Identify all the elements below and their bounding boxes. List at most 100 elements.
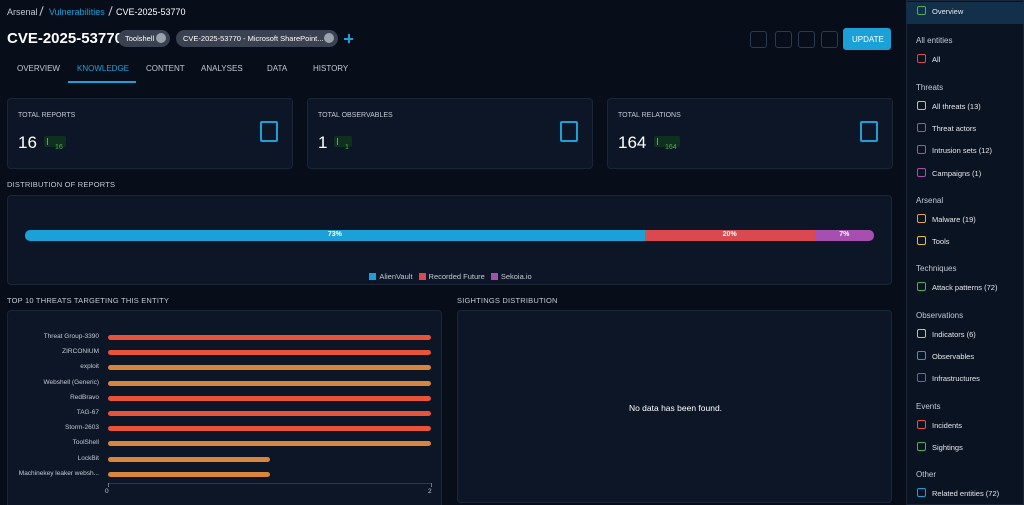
sidebar-item[interactable]: Indicators (6) <box>932 329 976 339</box>
sidebar-item[interactable]: Attack patterns (72) <box>932 283 998 293</box>
bar-segment: 7% <box>814 230 874 241</box>
stat-icon <box>560 121 578 142</box>
sidebar-icon <box>917 328 926 338</box>
sidebar-section: Arsenal <box>916 195 944 205</box>
y-tick-label: Storm-2603 <box>65 424 99 432</box>
sidebar-item[interactable]: Sightings <box>932 442 963 452</box>
sidebar-section: Threats <box>916 82 944 92</box>
delta-value: 1 <box>345 144 349 151</box>
y-tick-label: Webshell (Generic) <box>43 378 99 386</box>
stat-card: TOTAL OBSERVABLES 1 1 <box>307 98 593 169</box>
sidebar-item[interactable]: All <box>932 55 941 65</box>
axis-line <box>108 483 431 484</box>
delta-arrow <box>657 138 658 145</box>
breadcrumb-item[interactable]: Vulnerabilities <box>49 7 105 17</box>
stat-value: 164 <box>618 133 647 152</box>
sidebar-icon <box>917 54 926 64</box>
sidebar-icon <box>917 373 926 383</box>
sidebar-item[interactable]: Tools <box>932 237 950 247</box>
icon-button[interactable] <box>775 31 792 48</box>
panel: Threat Group-3390 ZIRCONIUM exploit Webshel… <box>7 310 442 505</box>
stat-card: TOTAL REPORTS 16 16 <box>7 98 293 169</box>
sidebar-item[interactable]: Infrastructures <box>932 374 980 384</box>
icon-button[interactable] <box>798 31 815 48</box>
sidebar-icon <box>917 351 926 360</box>
sidebar-item[interactable]: All threats (13) <box>932 101 981 111</box>
sidebar-icon <box>917 441 926 451</box>
bar <box>108 380 431 386</box>
tick-mark <box>108 483 109 487</box>
sidebar-icon <box>917 213 926 223</box>
y-tick-label: exploit <box>80 363 99 371</box>
bar-segment: 73% <box>25 230 645 241</box>
tab[interactable]: DATA <box>267 64 288 73</box>
tab[interactable]: CONTENT <box>146 64 185 73</box>
legend-text: AlienVault <box>379 272 413 281</box>
delta-value: 16 <box>55 144 63 151</box>
chip-remove[interactable] <box>324 33 334 43</box>
tab[interactable]: OVERVIEW <box>17 64 60 73</box>
stat-card: TOTAL RELATIONS 164 164 <box>607 98 893 169</box>
panel: 73% 20% 7% AlienVault Recorded Future Sekoia.… <box>7 195 892 285</box>
sidebar-item[interactable]: Overview <box>932 7 964 16</box>
y-tick-label: TAG-67 <box>76 409 99 416</box>
add-icon[interactable] <box>348 34 350 43</box>
label-text: CVE-2025-53770 - Microsoft SharePoint... <box>183 34 324 43</box>
y-tick-label: RedBravo <box>70 393 99 401</box>
stat-icon <box>860 121 878 142</box>
bar <box>108 456 270 462</box>
stat-delta: 16 <box>44 136 66 151</box>
bar <box>108 350 431 356</box>
bar <box>108 471 270 477</box>
delta-arrow <box>337 138 338 145</box>
tab[interactable]: ANALYSES <box>201 64 243 73</box>
bar <box>108 426 431 432</box>
legend-swatch <box>418 273 426 280</box>
sidebar-section: All entities <box>916 36 953 46</box>
label-text: Toolshell <box>125 34 155 43</box>
stat-label: TOTAL RELATIONS <box>618 112 681 119</box>
legend-item[interactable]: Recorded Future <box>418 272 485 281</box>
legend-swatch <box>369 273 377 280</box>
sidebar-item[interactable]: Intrusion sets (12) <box>932 146 993 156</box>
sidebar-item[interactable]: Campaigns (1) <box>932 168 982 178</box>
stat-value: 1 <box>318 133 328 152</box>
legend-swatch <box>490 273 498 280</box>
sidebar-item[interactable]: Malware (19) <box>932 214 976 224</box>
sidebar-item[interactable]: Threat actors <box>932 123 977 133</box>
bar <box>108 441 431 447</box>
stat-icon <box>260 121 278 142</box>
chip-remove[interactable] <box>156 33 166 43</box>
separator <box>39 6 44 16</box>
separator <box>108 6 113 16</box>
icon-button[interactable] <box>821 31 838 48</box>
stat-label: TOTAL REPORTS <box>18 112 76 119</box>
legend-item[interactable]: AlienVault <box>369 272 413 281</box>
delta-value: 164 <box>665 144 677 151</box>
update-button[interactable]: UPDATE <box>843 28 891 50</box>
tab[interactable]: HISTORY <box>313 64 349 73</box>
sidebar-icon <box>917 282 926 292</box>
tab[interactable]: KNOWLEDGE <box>77 64 130 73</box>
bar-label: 73% <box>327 231 342 238</box>
sidebar-section: Events <box>916 401 941 411</box>
y-tick-label: Machinekey leaker websh... <box>18 469 99 477</box>
sidebar-icon <box>917 167 926 177</box>
sidebar-item[interactable]: Related entities (72) <box>932 489 1000 499</box>
sidebar-icon <box>917 145 926 155</box>
bar-label: 7% <box>839 231 850 238</box>
sidebar-active <box>906 2 1024 24</box>
breadcrumb-item[interactable]: Arsenal <box>7 7 38 17</box>
stat-delta: 164 <box>654 136 680 151</box>
sidebar-item[interactable]: Observables <box>932 352 975 361</box>
bar-label: 20% <box>722 231 737 238</box>
label-chip: Toolshell <box>118 30 170 47</box>
y-tick-label: ZIRCONIUM <box>62 348 99 356</box>
bar <box>108 395 431 401</box>
icon-button[interactable] <box>750 31 767 48</box>
legend-text: Sekoia.io <box>500 272 532 281</box>
legend-item[interactable]: Sekoia.io <box>490 272 532 281</box>
sidebar-item[interactable]: Incidents <box>932 420 963 430</box>
entity-title: CVE-2025-53770 <box>7 30 123 47</box>
